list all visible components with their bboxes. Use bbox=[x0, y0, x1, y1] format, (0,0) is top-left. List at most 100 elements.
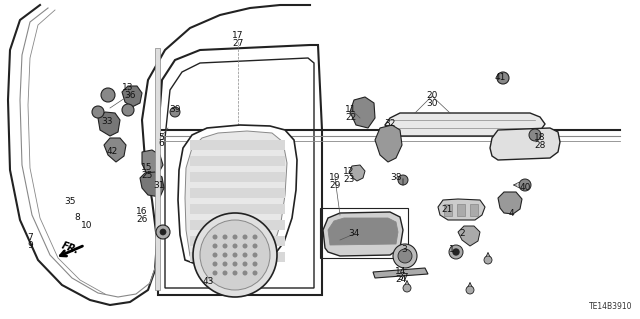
Text: 7: 7 bbox=[27, 234, 33, 242]
Circle shape bbox=[403, 284, 411, 292]
Text: 27: 27 bbox=[232, 40, 244, 48]
Circle shape bbox=[484, 256, 492, 264]
Text: 35: 35 bbox=[64, 197, 76, 205]
Text: 33: 33 bbox=[101, 117, 113, 127]
Circle shape bbox=[529, 129, 541, 141]
Text: 18: 18 bbox=[534, 133, 546, 143]
Polygon shape bbox=[140, 172, 164, 197]
Polygon shape bbox=[190, 156, 285, 166]
Polygon shape bbox=[190, 172, 285, 182]
Text: 8: 8 bbox=[74, 213, 80, 222]
Circle shape bbox=[232, 262, 237, 266]
Text: 34: 34 bbox=[348, 229, 360, 239]
Circle shape bbox=[232, 253, 237, 257]
Polygon shape bbox=[385, 113, 545, 136]
Circle shape bbox=[243, 243, 248, 249]
Text: 24: 24 bbox=[396, 276, 406, 285]
Text: 1: 1 bbox=[449, 246, 455, 255]
Text: 3: 3 bbox=[401, 244, 407, 254]
Polygon shape bbox=[457, 204, 465, 216]
Text: 2: 2 bbox=[459, 228, 465, 238]
Circle shape bbox=[101, 88, 115, 102]
Circle shape bbox=[193, 213, 277, 297]
Circle shape bbox=[253, 253, 257, 257]
Circle shape bbox=[212, 271, 218, 276]
Polygon shape bbox=[178, 125, 297, 270]
Text: 23: 23 bbox=[343, 175, 355, 184]
Circle shape bbox=[212, 262, 218, 266]
Circle shape bbox=[223, 271, 227, 276]
Polygon shape bbox=[104, 138, 126, 162]
Circle shape bbox=[223, 243, 227, 249]
Polygon shape bbox=[142, 150, 163, 176]
Polygon shape bbox=[190, 220, 285, 230]
Text: 43: 43 bbox=[202, 278, 214, 286]
Polygon shape bbox=[350, 97, 375, 128]
Polygon shape bbox=[185, 131, 287, 266]
Text: 5: 5 bbox=[158, 132, 164, 142]
Circle shape bbox=[243, 253, 248, 257]
Text: 21: 21 bbox=[442, 205, 452, 214]
Polygon shape bbox=[458, 226, 480, 246]
Circle shape bbox=[156, 225, 170, 239]
Text: 10: 10 bbox=[81, 221, 93, 231]
Text: 19: 19 bbox=[329, 174, 340, 182]
Polygon shape bbox=[158, 45, 322, 295]
Circle shape bbox=[212, 234, 218, 240]
Circle shape bbox=[92, 106, 104, 118]
Text: 12: 12 bbox=[343, 167, 355, 175]
Polygon shape bbox=[470, 204, 478, 216]
Circle shape bbox=[243, 234, 248, 240]
Circle shape bbox=[223, 262, 227, 266]
Circle shape bbox=[160, 229, 166, 235]
Polygon shape bbox=[438, 199, 485, 220]
Circle shape bbox=[398, 249, 412, 263]
Circle shape bbox=[253, 271, 257, 276]
Polygon shape bbox=[155, 48, 160, 290]
Text: 11: 11 bbox=[345, 105, 356, 114]
Circle shape bbox=[232, 234, 237, 240]
Polygon shape bbox=[190, 252, 285, 262]
Text: 26: 26 bbox=[136, 216, 148, 225]
Text: 22: 22 bbox=[346, 113, 356, 122]
Text: 16: 16 bbox=[136, 207, 148, 217]
Circle shape bbox=[223, 234, 227, 240]
Text: 29: 29 bbox=[330, 182, 340, 190]
Circle shape bbox=[243, 262, 248, 266]
Polygon shape bbox=[190, 204, 285, 214]
Text: 38: 38 bbox=[390, 174, 402, 182]
Text: FR.: FR. bbox=[60, 240, 80, 256]
Circle shape bbox=[232, 271, 237, 276]
Circle shape bbox=[253, 243, 257, 249]
Circle shape bbox=[223, 253, 227, 257]
Text: 17: 17 bbox=[232, 32, 244, 41]
Text: 28: 28 bbox=[534, 142, 546, 151]
Circle shape bbox=[497, 72, 509, 84]
Circle shape bbox=[449, 245, 463, 259]
Polygon shape bbox=[323, 212, 403, 256]
Text: 13: 13 bbox=[122, 83, 134, 92]
Circle shape bbox=[519, 179, 531, 191]
Polygon shape bbox=[373, 268, 428, 278]
Polygon shape bbox=[122, 86, 142, 107]
Polygon shape bbox=[444, 204, 452, 216]
Circle shape bbox=[232, 243, 237, 249]
Text: 39: 39 bbox=[169, 105, 180, 114]
Circle shape bbox=[200, 220, 270, 290]
Circle shape bbox=[122, 104, 134, 116]
Text: 32: 32 bbox=[384, 120, 396, 129]
Text: 36: 36 bbox=[124, 92, 136, 100]
Text: 37: 37 bbox=[397, 273, 409, 283]
Polygon shape bbox=[490, 128, 560, 160]
Polygon shape bbox=[190, 140, 285, 150]
Polygon shape bbox=[498, 192, 522, 214]
Circle shape bbox=[453, 249, 459, 255]
Circle shape bbox=[393, 244, 417, 268]
Circle shape bbox=[398, 175, 408, 185]
Circle shape bbox=[253, 262, 257, 266]
Circle shape bbox=[243, 271, 248, 276]
Text: 41: 41 bbox=[494, 72, 506, 81]
Text: 31: 31 bbox=[153, 181, 164, 189]
Text: TE14B3910: TE14B3910 bbox=[589, 302, 632, 311]
Circle shape bbox=[170, 107, 180, 117]
